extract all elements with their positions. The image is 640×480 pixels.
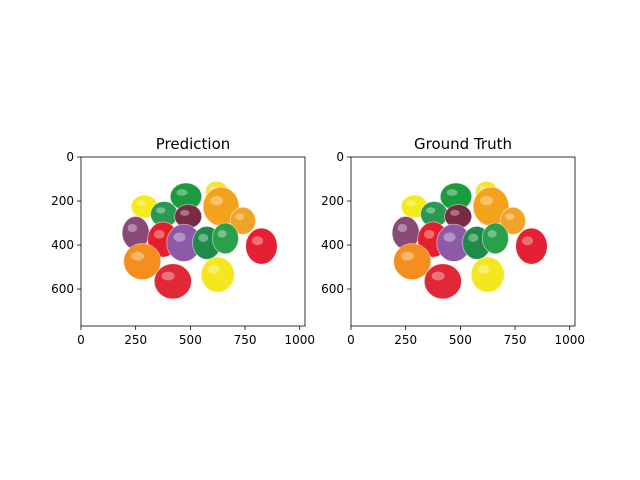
candy-highlight — [198, 233, 209, 242]
x-tick-label: 0 — [77, 333, 85, 347]
y-tick-label: 200 — [51, 194, 74, 208]
panel-title: Ground Truth — [414, 135, 512, 153]
candy-highlight — [423, 229, 435, 239]
candy — [481, 222, 509, 255]
candy-highlight — [180, 209, 190, 216]
candy — [123, 243, 162, 280]
x-tick-label: 250 — [124, 333, 147, 347]
candy-highlight — [136, 200, 146, 206]
axes-frame — [80, 156, 306, 327]
prediction-panel: Prediction 0 250 500 750 1000 0 200 400 600 — [51, 135, 315, 347]
candy — [423, 263, 462, 300]
ground-truth-panel: Ground Truth 0 250 500 750 1000 0 200 400 600 — [321, 135, 585, 347]
panel-title: Prediction — [156, 135, 231, 153]
y-tick-label: 0 — [66, 150, 74, 164]
candy-image — [121, 180, 278, 300]
candy — [153, 263, 192, 300]
candy-highlight — [477, 265, 490, 274]
candy-highlight — [252, 236, 264, 246]
candy-highlight — [487, 229, 497, 238]
candy-highlight — [446, 189, 458, 196]
candy-highlight — [173, 232, 186, 242]
x-tick-label: 500 — [449, 333, 472, 347]
x-tick-label: 0 — [347, 333, 355, 347]
candy-highlight — [155, 207, 166, 214]
x-tick-label: 750 — [234, 333, 257, 347]
y-tick-label: 400 — [51, 238, 74, 252]
candy — [229, 206, 256, 235]
candy-highlight — [480, 195, 493, 206]
candy-highlight — [207, 265, 220, 274]
candy-highlight — [127, 223, 138, 233]
y-tick-label: 600 — [321, 282, 344, 296]
y-tick-label: 600 — [51, 282, 74, 296]
candy-highlight — [443, 232, 456, 242]
axes-frame — [350, 156, 576, 327]
candy-highlight — [522, 236, 534, 246]
candy-highlight — [505, 213, 515, 221]
candy-highlight — [406, 200, 416, 206]
candy-highlight — [176, 189, 188, 196]
candy-highlight — [431, 271, 445, 281]
candy — [515, 227, 548, 265]
x-tick-label: 500 — [179, 333, 202, 347]
candy — [200, 256, 235, 293]
candy-highlight — [425, 207, 436, 214]
candy-highlight — [450, 209, 460, 216]
candy-highlight — [161, 271, 175, 281]
candy — [499, 206, 526, 235]
candy — [393, 243, 432, 280]
candy — [470, 256, 505, 293]
candy — [211, 222, 239, 255]
candy-highlight — [397, 223, 408, 233]
y-tick-label: 400 — [321, 238, 344, 252]
x-tick-label: 250 — [394, 333, 417, 347]
x-tick-label: 750 — [504, 333, 527, 347]
candy-highlight — [217, 229, 227, 238]
candy-highlight — [210, 195, 223, 206]
candy-image — [391, 180, 548, 300]
x-tick-label: 1000 — [284, 333, 315, 347]
y-tick-label: 200 — [321, 194, 344, 208]
candy-highlight — [468, 233, 479, 242]
y-tick-label: 0 — [336, 150, 344, 164]
candy-highlight — [401, 251, 415, 261]
candy-highlight — [131, 251, 145, 261]
candy-highlight — [153, 229, 165, 239]
x-tick-label: 1000 — [554, 333, 585, 347]
candy — [245, 227, 278, 265]
candy-highlight — [235, 213, 245, 221]
